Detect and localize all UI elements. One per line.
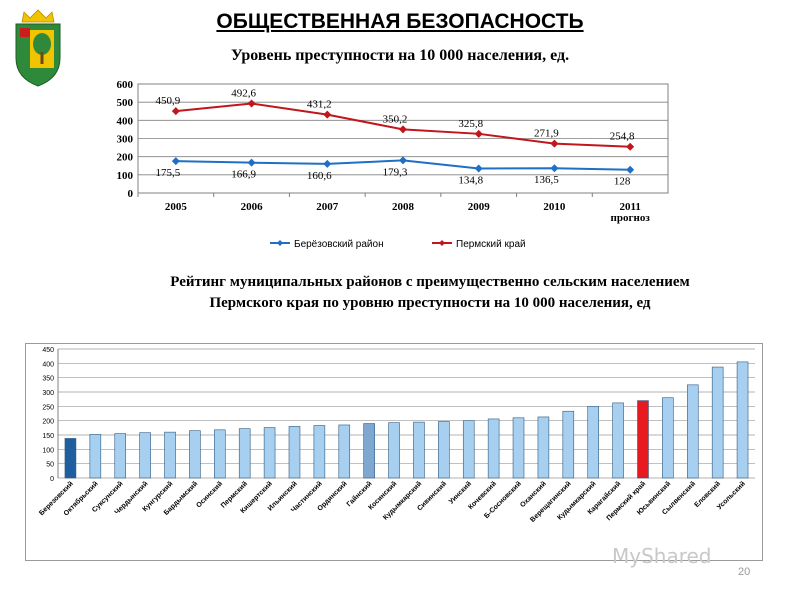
y-tick-label: 250 xyxy=(42,404,54,411)
bar xyxy=(338,424,351,479)
data-label: 175,5 xyxy=(155,167,180,179)
data-label: 160,6 xyxy=(307,170,332,182)
bar xyxy=(263,427,276,479)
x-tick-label: 2005 xyxy=(165,201,188,213)
data-label: 450,9 xyxy=(155,95,180,107)
y-tick-label: 300 xyxy=(117,134,134,146)
bar xyxy=(537,416,550,479)
bar xyxy=(388,422,400,479)
watermark: MyShared xyxy=(612,544,712,568)
data-label: 350,2 xyxy=(383,113,408,125)
bar xyxy=(612,402,624,479)
y-tick-label: 50 xyxy=(46,462,54,469)
y-tick-label: 200 xyxy=(117,152,134,164)
bar-chart-title-line-1: Рейтинг муниципальных районов с преимуще… xyxy=(170,274,690,290)
data-point xyxy=(626,165,635,174)
data-label: 254,8 xyxy=(610,131,635,143)
bar xyxy=(686,384,699,479)
crime-rate-line-chart: 0 100 200 300 400 500 600 2005 2006 2007 2008 2009 2… xyxy=(117,79,669,250)
data-label: 492,6 xyxy=(231,88,256,100)
data-point xyxy=(550,139,559,148)
bar xyxy=(189,430,201,479)
legend-swatch-marker xyxy=(277,240,283,246)
bar xyxy=(711,366,724,479)
y-tick-label: 350 xyxy=(42,376,54,383)
data-label: 134,8 xyxy=(458,175,483,187)
crown-icon xyxy=(21,9,55,23)
bar xyxy=(139,432,151,479)
bar xyxy=(462,420,475,479)
data-label: 166,9 xyxy=(231,169,256,181)
data-point xyxy=(171,107,180,116)
y-tick-label: 400 xyxy=(117,115,134,127)
bar xyxy=(313,425,326,479)
bar xyxy=(413,421,425,479)
bar-chart-title-line-2: Пермского края по уровню преступности на… xyxy=(209,295,651,311)
data-point xyxy=(323,110,332,119)
bar-chart-title: Рейтинг муниципальных районов с преимуще… xyxy=(60,272,800,314)
x-tick-label: 2010 xyxy=(543,201,566,213)
y-tick-label: 400 xyxy=(42,361,54,368)
y-tick-label: 150 xyxy=(42,433,54,440)
coat-of-arms-icon xyxy=(15,9,61,87)
y-tick-label: 600 xyxy=(117,79,134,91)
x-tick-label: 2008 xyxy=(392,201,415,213)
bar xyxy=(487,418,500,479)
legend-entry: Берёзовский район xyxy=(294,239,384,250)
data-point xyxy=(474,164,483,173)
bar xyxy=(89,434,102,479)
bar xyxy=(64,438,77,479)
bar xyxy=(662,397,674,479)
page-number: 20 xyxy=(738,566,751,578)
y-tick-label: 100 xyxy=(42,447,54,454)
y-tick-label: 0 xyxy=(128,188,134,200)
data-point xyxy=(474,129,483,138)
data-label: 179,3 xyxy=(383,166,408,178)
data-label: 271,9 xyxy=(534,128,559,140)
data-point xyxy=(323,159,332,168)
y-tick-label: 100 xyxy=(117,170,134,182)
data-point xyxy=(171,157,180,166)
bar xyxy=(214,429,226,479)
bar xyxy=(288,426,301,479)
y-tick-label: 300 xyxy=(42,390,54,397)
bar xyxy=(164,431,176,479)
data-point xyxy=(247,158,256,167)
legend-swatch-marker xyxy=(439,240,445,246)
line-chart-title: Уровень преступности на 10 000 населения… xyxy=(230,47,570,64)
data-point xyxy=(550,164,559,173)
data-label: 128 xyxy=(614,176,631,188)
y-tick-label: 0 xyxy=(50,476,54,483)
data-label: 136,5 xyxy=(534,174,559,186)
bar xyxy=(512,417,525,479)
districts-rating-bar-chart: 050100150200250300350400450БерезовскийОк… xyxy=(25,343,763,561)
bar xyxy=(562,410,575,479)
bar xyxy=(363,423,375,479)
bar xyxy=(736,361,749,479)
data-point xyxy=(626,142,635,151)
y-tick-label: 450 xyxy=(42,347,54,354)
bar xyxy=(637,400,649,479)
tree-icon xyxy=(33,33,51,64)
data-label: 325,8 xyxy=(458,118,483,130)
x-tick-label: 2011 прогноз xyxy=(611,201,651,224)
x-tick-label: 2009 xyxy=(468,201,491,213)
bar xyxy=(114,433,127,479)
y-tick-label: 500 xyxy=(117,97,134,109)
page-title: ОБЩЕСТВЕННАЯ БЕЗОПАСНОСТЬ xyxy=(216,10,584,33)
bar xyxy=(587,406,599,479)
data-point xyxy=(399,156,407,165)
x-tick-label: 2007 xyxy=(316,201,339,213)
legend-entry: Пермский край xyxy=(456,239,526,250)
data-point xyxy=(399,125,407,134)
bar xyxy=(238,428,251,479)
x-tick-label: 2006 xyxy=(241,201,263,213)
bar xyxy=(438,421,450,479)
data-label: 431,2 xyxy=(307,99,332,111)
y-tick-label: 200 xyxy=(42,419,54,426)
data-point xyxy=(247,99,256,108)
